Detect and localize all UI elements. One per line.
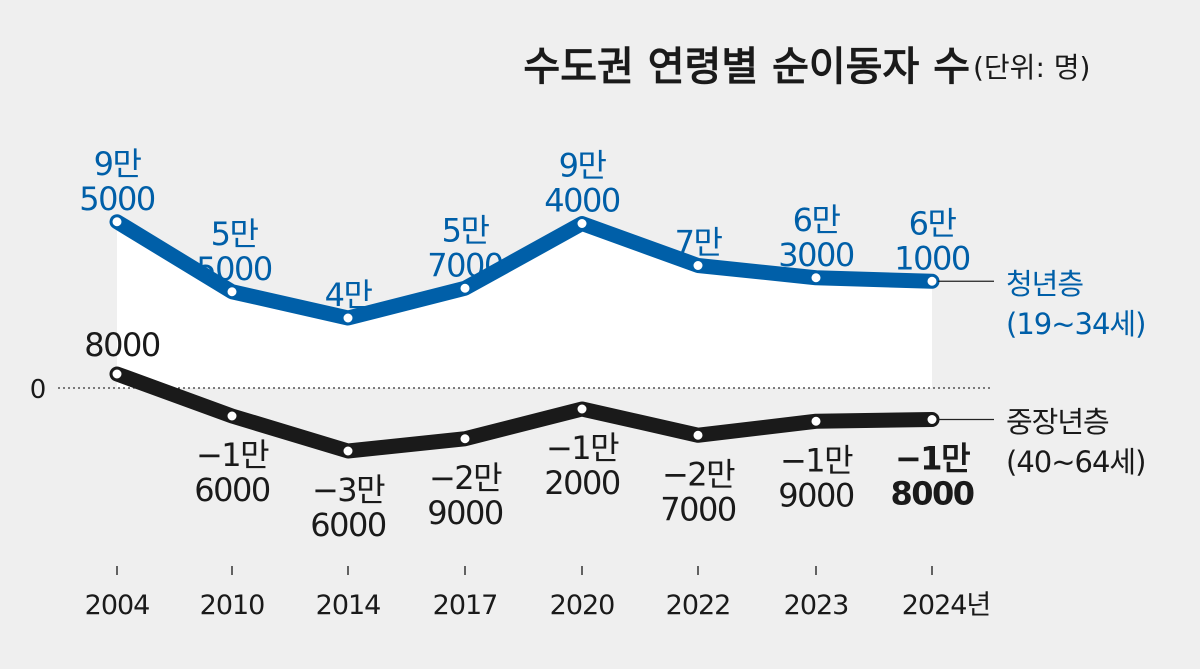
legend-name-youth: 청년층	[1006, 267, 1083, 301]
data-label-middle-aged: −3만 6000	[310, 471, 386, 544]
x-tick-label: 2023	[784, 590, 849, 621]
data-label-middle-aged: −2만 7000	[660, 455, 736, 528]
legend-range-youth: (19~34세)	[1006, 307, 1145, 341]
data-point-middle-aged	[809, 414, 823, 428]
x-tick-label: 2022	[666, 590, 731, 621]
data-point-youth	[458, 281, 472, 295]
x-tick-label: 2010	[200, 590, 265, 621]
data-point-youth	[809, 271, 823, 285]
data-point-middle-aged	[691, 428, 705, 442]
data-point-middle-aged	[341, 444, 355, 458]
data-label-middle-aged: −1만 6000	[194, 436, 270, 509]
x-tick-label: 2020	[550, 590, 615, 621]
data-point-youth	[341, 311, 355, 325]
series-line-middle-aged	[109, 366, 940, 459]
chart-title: 수도권 연령별 순이동자 수	[523, 44, 970, 90]
data-point-middle-aged	[225, 409, 239, 423]
zero-baseline: 0	[30, 375, 990, 405]
data-point-middle-aged	[458, 432, 472, 446]
data-label-middle-aged: 8000	[84, 326, 160, 364]
data-label-youth: 5만 5000	[196, 215, 272, 288]
chart-unit: (단위: 명)	[973, 51, 1090, 84]
data-point-middle-aged	[925, 413, 939, 426]
data-label-youth: 6만 1000	[894, 204, 970, 277]
series-lines	[109, 214, 940, 459]
data-label-youth: 6만 3000	[778, 201, 854, 274]
data-point-youth	[691, 259, 705, 272]
data-label-youth: 4만	[325, 276, 373, 314]
series-points	[110, 215, 939, 458]
area-between-series	[117, 221, 932, 388]
series-line-youth	[109, 214, 940, 326]
x-axis: 2004 2010 2014 2017 2020 2022 2023 2024년	[85, 566, 991, 621]
youth-area-fill	[117, 221, 932, 388]
legend-name-middle-aged: 중장년층	[1006, 405, 1109, 439]
x-tick-label: 2014	[316, 590, 381, 621]
x-tick-label: 2024년	[902, 590, 991, 621]
data-label-youth: 9만 4000	[544, 147, 620, 220]
legend-range-middle-aged: (40~64세)	[1006, 445, 1145, 479]
data-label-middle-aged: −1만 2000	[544, 429, 620, 502]
data-point-middle-aged	[110, 367, 124, 381]
data-point-youth	[925, 274, 939, 288]
data-point-youth	[110, 215, 124, 229]
x-tick-label: 2017	[433, 590, 498, 621]
x-tick-label: 2004	[85, 590, 150, 621]
data-point-youth	[225, 285, 239, 299]
legend: 청년층 (19~34세) 중장년층 (40~64세)	[938, 267, 1146, 479]
data-label-youth: 9만 5000	[79, 145, 155, 218]
data-label-youth: 5만 7000	[427, 211, 503, 284]
data-point-middle-aged	[575, 402, 589, 416]
zero-label: 0	[30, 375, 47, 405]
data-labels: 9만 5000 5만 5000 4만 5만 7000 9만 4000 7만 6만 3000 6만 1000…	[79, 145, 975, 544]
data-label-middle-aged: −1만 8000	[890, 440, 973, 513]
data-label-middle-aged: −1만 9000	[778, 441, 854, 514]
data-point-youth	[575, 217, 589, 230]
data-label-middle-aged: −2만 9000	[427, 459, 503, 532]
data-label-youth: 7만	[675, 224, 723, 262]
